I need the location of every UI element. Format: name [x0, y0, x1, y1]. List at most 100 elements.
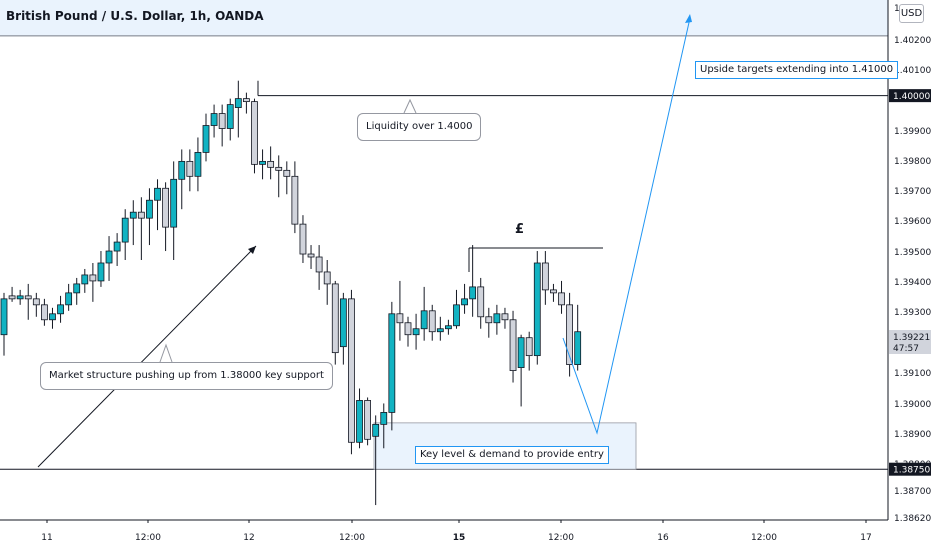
- candle-body[interactable]: [453, 304, 460, 327]
- candle-body[interactable]: [339, 298, 347, 348]
- currency-button[interactable]: USD: [899, 4, 924, 23]
- candle-body[interactable]: [477, 286, 485, 318]
- candle-body[interactable]: [558, 292, 565, 306]
- price-tick-label: 1.39500: [894, 248, 931, 258]
- candle-body[interactable]: [388, 313, 396, 413]
- candle-body[interactable]: [57, 304, 64, 315]
- candle-body[interactable]: [348, 298, 355, 443]
- candle-body[interactable]: [242, 98, 250, 103]
- candle-body[interactable]: [331, 283, 339, 354]
- candle-body[interactable]: [154, 187, 161, 201]
- liquidity-callout[interactable]: Liquidity over 1.4000: [357, 113, 482, 141]
- projection-path: [562, 17, 691, 435]
- candle-body[interactable]: [420, 310, 428, 330]
- price-badge-1-40000-bg: [889, 89, 931, 103]
- candle-body[interactable]: [428, 310, 436, 333]
- candle-body[interactable]: [525, 337, 533, 357]
- price-tick-label: 1.38900: [894, 430, 931, 440]
- candle-body[interactable]: [501, 313, 509, 321]
- candle-body[interactable]: [444, 325, 452, 330]
- candle-body[interactable]: [412, 328, 420, 336]
- candle-body[interactable]: [113, 241, 121, 252]
- candle-body[interactable]: [517, 337, 525, 368]
- market-structure-label: Market structure pushing up from 1.38000…: [49, 370, 324, 381]
- candle-body[interactable]: [49, 313, 56, 321]
- candle-body[interactable]: [259, 160, 266, 165]
- candle-body[interactable]: [275, 166, 283, 171]
- candle-body[interactable]: [307, 253, 315, 258]
- candle-body[interactable]: [251, 101, 258, 165]
- candle-body[interactable]: [550, 289, 557, 294]
- key-level-label: Key level & demand to provide entry: [420, 449, 604, 460]
- candle-body[interactable]: [509, 319, 517, 371]
- price-tick-label: 1.40200: [894, 36, 931, 46]
- candle-body[interactable]: [533, 262, 541, 357]
- price-badge-1-38750-bg: [889, 462, 931, 476]
- candle-body[interactable]: [65, 292, 73, 306]
- candle-body[interactable]: [283, 169, 291, 177]
- candle-body[interactable]: [178, 160, 186, 180]
- candle-body[interactable]: [380, 412, 388, 425]
- candle-body[interactable]: [541, 262, 549, 291]
- upper-target-zone: [0, 0, 888, 36]
- candle-body[interactable]: [121, 217, 129, 243]
- candle-body[interactable]: [194, 152, 202, 177]
- candle-body[interactable]: [16, 295, 24, 300]
- time-tick-label: 12:00: [339, 533, 365, 543]
- candle-body[interactable]: [364, 400, 372, 440]
- candle-body[interactable]: [291, 175, 299, 225]
- candle-body[interactable]: [356, 400, 363, 443]
- candle-body[interactable]: [89, 274, 97, 282]
- candle-body[interactable]: [234, 98, 242, 108]
- candle-body[interactable]: [574, 331, 582, 365]
- candle-body[interactable]: [226, 104, 234, 129]
- price-badge-1-38750: 1.38750: [893, 466, 930, 476]
- candle-body[interactable]: [469, 286, 477, 300]
- price-tick-label: 1.39300: [894, 308, 931, 318]
- candle-body[interactable]: [81, 274, 89, 285]
- candle-body[interactable]: [315, 256, 323, 273]
- candle-body[interactable]: [436, 328, 444, 333]
- candle-body[interactable]: [32, 298, 40, 306]
- candle-body[interactable]: [137, 211, 145, 219]
- upside-targets-callout[interactable]: Upside targets extending into 1.41000: [695, 61, 899, 79]
- upside-targets-label: Upside targets extending into 1.41000: [700, 64, 894, 75]
- candle-body[interactable]: [323, 271, 331, 285]
- market-structure-arrowhead: [248, 246, 256, 254]
- candle-body[interactable]: [73, 283, 81, 294]
- price-tick-label: 1.38620: [894, 514, 931, 524]
- candle-body[interactable]: [129, 211, 137, 219]
- candle-body[interactable]: [461, 298, 468, 306]
- candle-body[interactable]: [267, 160, 275, 168]
- candle-body[interactable]: [105, 250, 113, 264]
- candle-body[interactable]: [210, 113, 218, 126]
- candle-body[interactable]: [404, 322, 412, 336]
- candle-body[interactable]: [485, 316, 493, 324]
- candle-body[interactable]: [146, 199, 153, 219]
- candle-body[interactable]: [170, 178, 178, 228]
- price-tick-label: 1.39400: [894, 278, 931, 288]
- candle-body[interactable]: [202, 125, 210, 153]
- candle-body[interactable]: [396, 313, 404, 324]
- pound-symbol-label: £: [515, 222, 525, 237]
- price-tick-label: 1.39800: [894, 157, 931, 167]
- candle-body[interactable]: [162, 187, 170, 228]
- market-structure-arrow: [37, 245, 257, 468]
- candle-body[interactable]: [299, 223, 307, 255]
- candle-body[interactable]: [372, 423, 380, 437]
- price-badge-current: 1.39221: [893, 333, 930, 343]
- candle-body[interactable]: [8, 295, 16, 300]
- candle-body[interactable]: [218, 113, 226, 129]
- candle-body[interactable]: [493, 313, 501, 324]
- key-level-callout[interactable]: Key level & demand to provide entry: [415, 446, 609, 464]
- candle-body[interactable]: [186, 160, 194, 177]
- market-structure-callout[interactable]: Market structure pushing up from 1.38000…: [40, 362, 333, 390]
- candle-body[interactable]: [0, 298, 8, 336]
- candle-body[interactable]: [566, 304, 573, 365]
- candle-body[interactable]: [41, 304, 48, 321]
- price-tick-label: 1.40100: [894, 66, 931, 76]
- candle-body[interactable]: [97, 262, 105, 282]
- candle-body[interactable]: [24, 295, 32, 300]
